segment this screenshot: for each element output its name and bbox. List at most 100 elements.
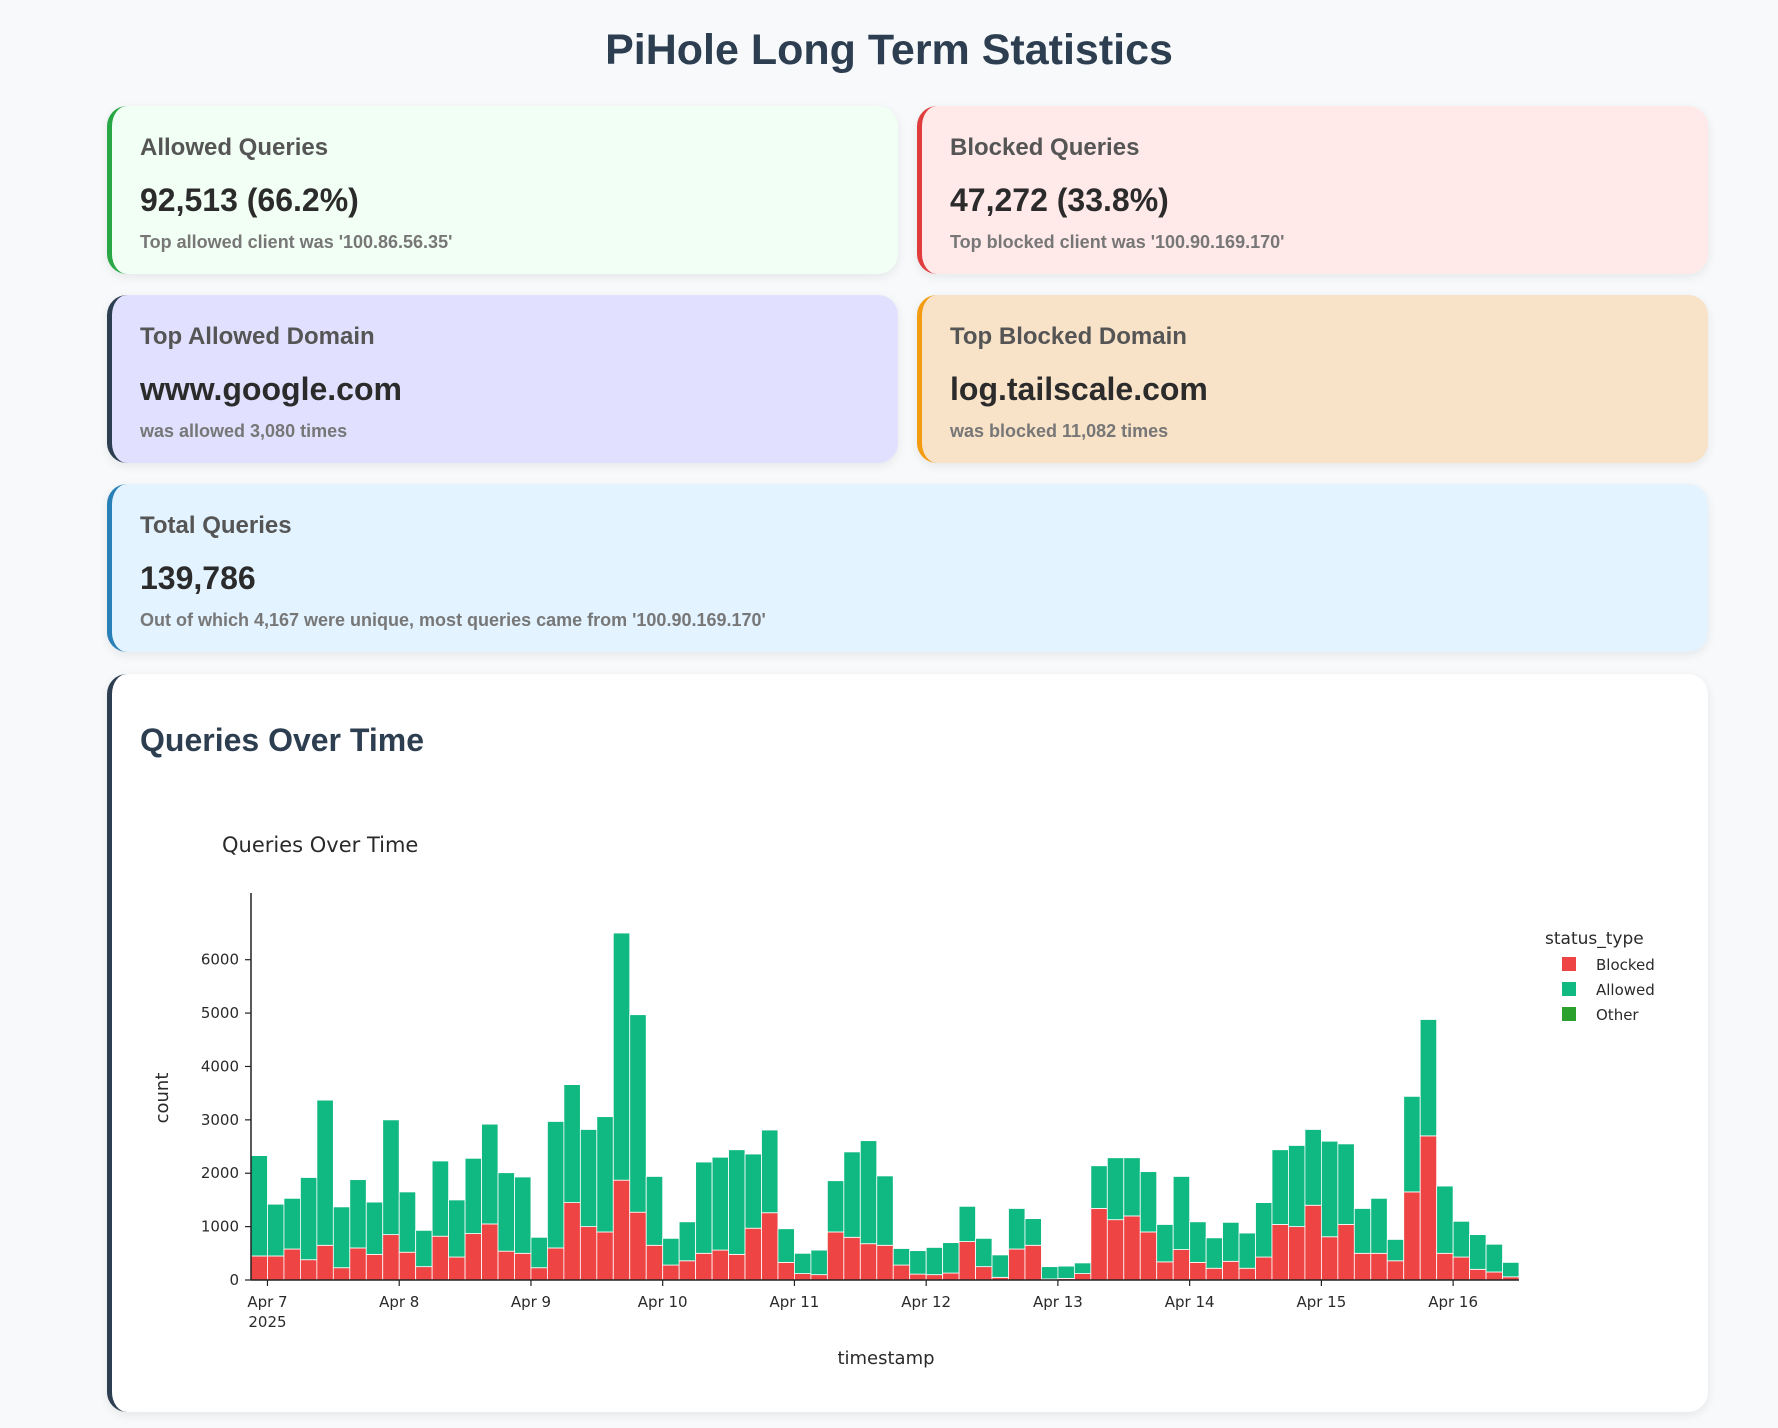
bar-blocked[interactable]: [1386, 1260, 1405, 1281]
bar-blocked[interactable]: [398, 1251, 417, 1281]
bar-blocked[interactable]: [892, 1264, 911, 1281]
bar-blocked[interactable]: [283, 1248, 301, 1281]
bar-blocked[interactable]: [761, 1212, 779, 1281]
bar-allowed[interactable]: [1222, 1221, 1240, 1262]
bar-allowed[interactable]: [1320, 1140, 1339, 1238]
bar-allowed[interactable]: [579, 1129, 598, 1228]
bar-blocked[interactable]: [514, 1252, 532, 1281]
bar-allowed[interactable]: [777, 1228, 795, 1263]
bar-blocked[interactable]: [497, 1250, 515, 1281]
bar-allowed[interactable]: [415, 1229, 433, 1268]
bar-allowed[interactable]: [547, 1121, 565, 1249]
bar-blocked[interactable]: [1320, 1236, 1339, 1281]
bar-allowed[interactable]: [596, 1116, 614, 1233]
bar-blocked[interactable]: [267, 1255, 285, 1281]
bar-allowed[interactable]: [1205, 1237, 1223, 1269]
bar-allowed[interactable]: [1370, 1197, 1388, 1254]
bar-allowed[interactable]: [826, 1180, 845, 1233]
bar-allowed[interactable]: [843, 1151, 861, 1238]
bar-blocked[interactable]: [1139, 1231, 1158, 1281]
bar-blocked[interactable]: [1469, 1268, 1487, 1281]
bar-allowed[interactable]: [1304, 1129, 1322, 1206]
bar-blocked[interactable]: [1238, 1267, 1256, 1281]
bar-allowed[interactable]: [563, 1084, 581, 1203]
bar-blocked[interactable]: [1419, 1135, 1438, 1281]
bar-allowed[interactable]: [300, 1177, 318, 1261]
bar-allowed[interactable]: [1502, 1261, 1520, 1278]
bar-allowed[interactable]: [991, 1254, 1009, 1278]
bar-allowed[interactable]: [1403, 1095, 1421, 1193]
bar-blocked[interactable]: [1008, 1248, 1026, 1281]
legend-swatch-allowed[interactable]: [1562, 982, 1576, 996]
bar-allowed[interactable]: [794, 1252, 812, 1274]
bar-allowed[interactable]: [1255, 1202, 1273, 1258]
bar-blocked[interactable]: [843, 1236, 861, 1281]
bar-allowed[interactable]: [349, 1179, 367, 1249]
bar-blocked[interactable]: [1189, 1261, 1207, 1281]
bar-blocked[interactable]: [415, 1266, 433, 1281]
bar-blocked[interactable]: [1337, 1224, 1355, 1281]
bar-blocked[interactable]: [1172, 1249, 1191, 1281]
bar-blocked[interactable]: [365, 1253, 384, 1281]
bar-allowed[interactable]: [1156, 1224, 1174, 1263]
bar-blocked[interactable]: [1255, 1256, 1273, 1281]
bar-blocked[interactable]: [942, 1272, 960, 1281]
legend-swatch-other[interactable]: [1562, 1007, 1576, 1021]
bar-blocked[interactable]: [1485, 1271, 1503, 1281]
legend-item-allowed[interactable]: Allowed: [1596, 981, 1655, 999]
bar-allowed[interactable]: [645, 1176, 664, 1246]
bar-blocked[interactable]: [250, 1255, 268, 1281]
bar-allowed[interactable]: [316, 1099, 334, 1246]
bar-allowed[interactable]: [629, 1014, 647, 1213]
bar-blocked[interactable]: [1436, 1252, 1454, 1281]
bar-blocked[interactable]: [547, 1247, 565, 1281]
bar-blocked[interactable]: [695, 1252, 713, 1281]
bar-allowed[interactable]: [1123, 1157, 1141, 1217]
bar-blocked[interactable]: [481, 1223, 499, 1281]
bar-allowed[interactable]: [1057, 1265, 1075, 1279]
bar-blocked[interactable]: [1123, 1215, 1141, 1281]
bar-allowed[interactable]: [975, 1237, 993, 1268]
bar-blocked[interactable]: [1271, 1224, 1289, 1281]
bar-allowed[interactable]: [382, 1119, 400, 1236]
bar-allowed[interactable]: [431, 1160, 450, 1237]
bar-allowed[interactable]: [612, 932, 631, 1181]
bar-blocked[interactable]: [563, 1202, 581, 1281]
bar-blocked[interactable]: [316, 1244, 334, 1281]
bar-allowed[interactable]: [1090, 1165, 1108, 1209]
bar-allowed[interactable]: [958, 1205, 976, 1242]
bar-blocked[interactable]: [1156, 1261, 1174, 1281]
bar-allowed[interactable]: [1452, 1220, 1470, 1258]
bar-allowed[interactable]: [1469, 1234, 1487, 1270]
bar-allowed[interactable]: [1024, 1218, 1042, 1246]
bar-blocked[interactable]: [645, 1244, 664, 1281]
bar-blocked[interactable]: [678, 1260, 697, 1281]
bar-allowed[interactable]: [398, 1191, 417, 1253]
bar-blocked[interactable]: [662, 1264, 680, 1281]
bar-allowed[interactable]: [283, 1197, 301, 1250]
bar-blocked[interactable]: [711, 1249, 729, 1281]
bar-allowed[interactable]: [1172, 1176, 1191, 1250]
bar-blocked[interactable]: [728, 1253, 746, 1281]
bar-allowed[interactable]: [859, 1140, 878, 1245]
bar-blocked[interactable]: [1090, 1208, 1108, 1281]
bar-allowed[interactable]: [678, 1221, 697, 1262]
bar-blocked[interactable]: [332, 1267, 351, 1281]
bar-allowed[interactable]: [481, 1123, 499, 1225]
bar-blocked[interactable]: [464, 1233, 482, 1281]
bar-allowed[interactable]: [1106, 1157, 1125, 1221]
bar-allowed[interactable]: [1337, 1143, 1355, 1225]
bar-allowed[interactable]: [1386, 1239, 1405, 1262]
bar-blocked[interactable]: [612, 1179, 631, 1281]
bar-allowed[interactable]: [1139, 1171, 1158, 1233]
bar-allowed[interactable]: [909, 1250, 927, 1275]
bar-allowed[interactable]: [942, 1242, 960, 1274]
bar-allowed[interactable]: [448, 1199, 466, 1258]
bar-blocked[interactable]: [810, 1274, 828, 1281]
bar-allowed[interactable]: [1238, 1232, 1256, 1269]
bar-blocked[interactable]: [1024, 1244, 1042, 1281]
bar-allowed[interactable]: [876, 1175, 894, 1246]
bar-blocked[interactable]: [909, 1273, 927, 1281]
bar-blocked[interactable]: [1452, 1256, 1470, 1281]
bar-allowed[interactable]: [514, 1176, 532, 1254]
